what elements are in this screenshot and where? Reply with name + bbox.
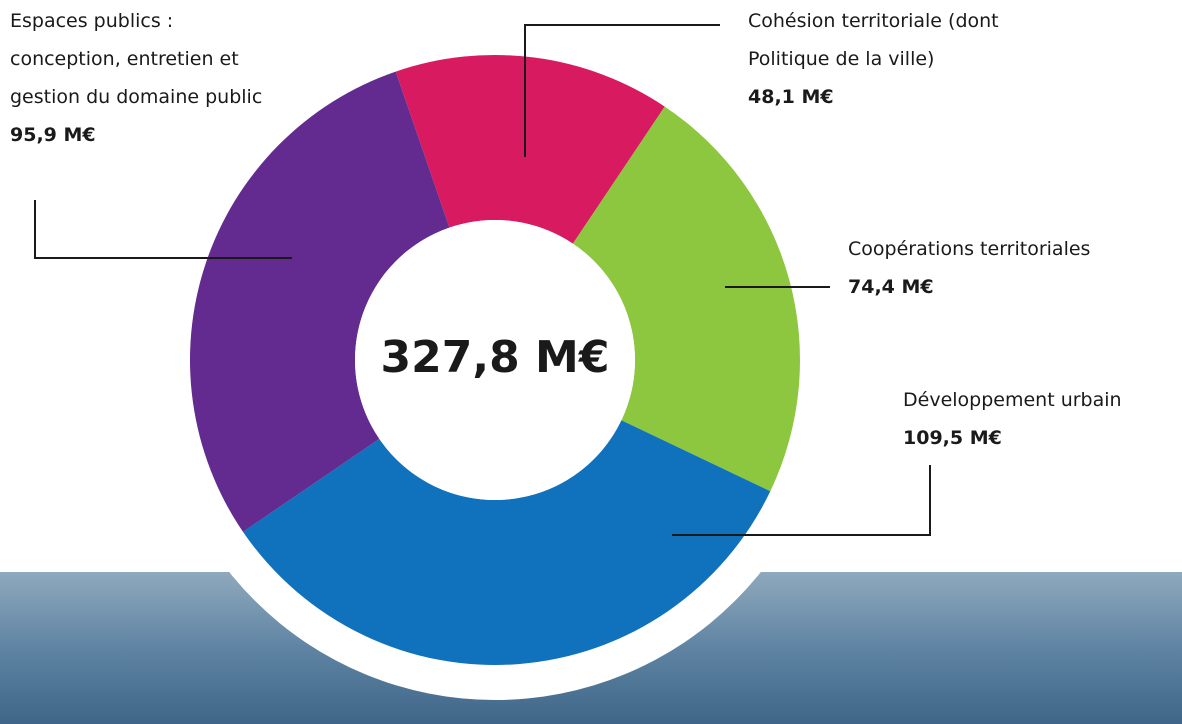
- label: Développement urbain 109,5 M€: [903, 389, 1122, 449]
- center-total: 327,8 M€: [381, 332, 610, 383]
- donut-slice: [395, 55, 665, 244]
- donut-hole: [355, 220, 635, 500]
- donut-slice: [572, 106, 801, 492]
- donut-slice: [243, 420, 771, 665]
- leader-line: [524, 24, 720, 157]
- leader-line: [672, 465, 931, 536]
- label: Cohésion territoriale (dont Politique de…: [748, 10, 999, 108]
- label: Coopérations territoriales 74,4 M€: [848, 238, 1091, 298]
- label: Espaces publics : conception, entretien …: [10, 10, 263, 146]
- leader-line: [34, 200, 292, 259]
- donut-slice: [190, 71, 450, 532]
